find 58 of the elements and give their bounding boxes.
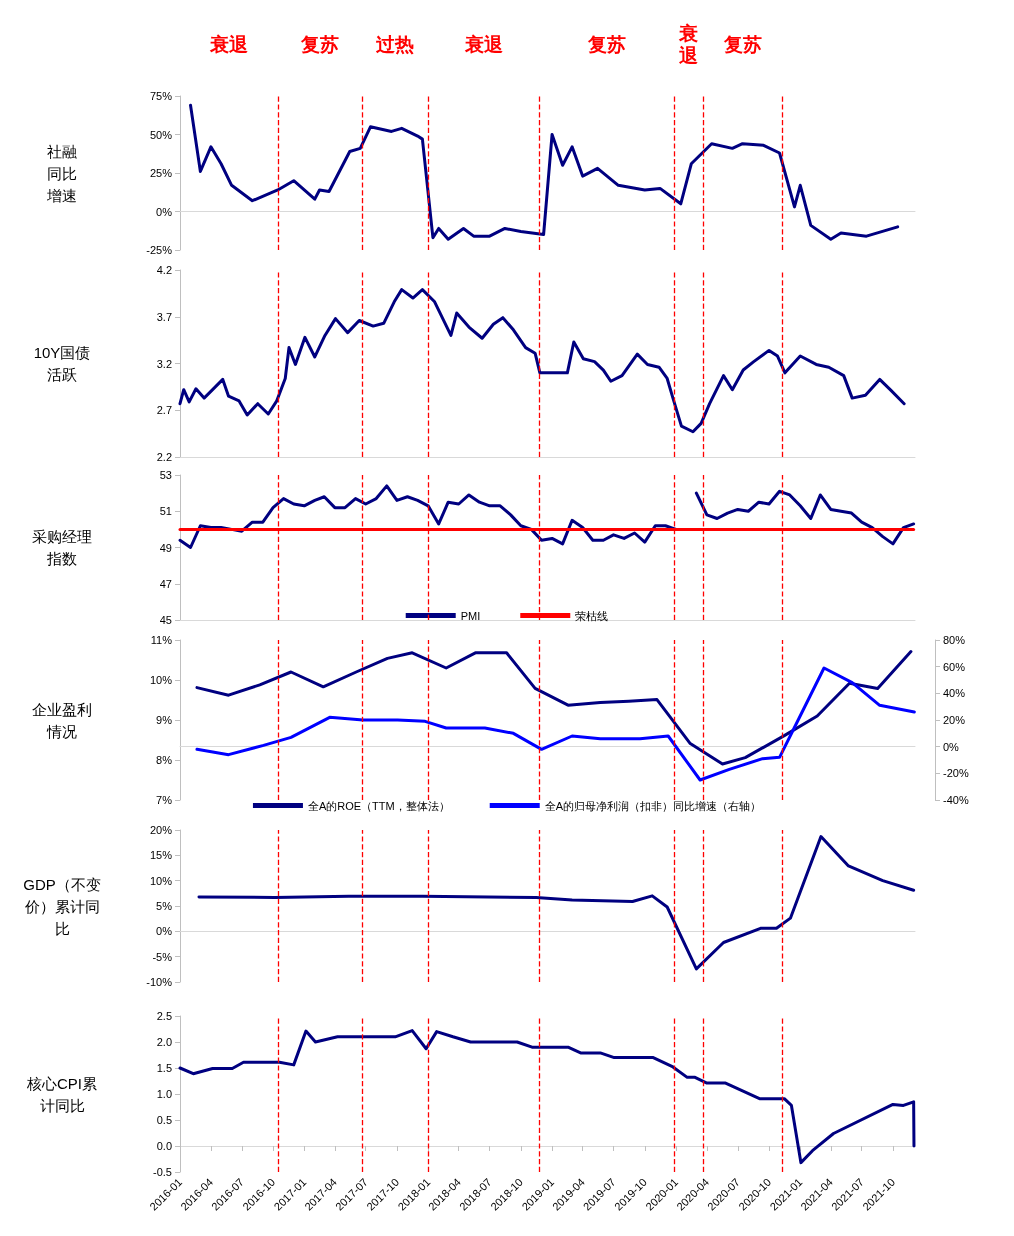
y-tick-label: 2.2 [156,451,172,463]
y-tick-label: 10% [149,674,173,686]
legend-label: 全A的ROE（TTM，整体法） [307,799,450,812]
y-tick-label: -0.5 [153,1166,172,1178]
y-axis-title: 社融同比增速 [46,142,77,204]
y-tick-label: 49 [159,541,172,554]
y-tick-label: 11% [150,634,173,646]
y-tick-label: 20% [149,824,173,836]
text: 复苏 [299,33,339,55]
y-axis-title: 采购经理指数 [32,528,92,567]
y2-tick-label: 80% [943,634,966,646]
legend-label: PMI [460,609,481,622]
text: 复苏 [722,33,762,55]
y2-tick-label: -20% [943,767,969,780]
y-tick-label: 9% [156,714,173,726]
text: 衰退 [463,33,503,55]
y-tick-label: 2.0 [156,1036,172,1048]
y-tick-label: 1.5 [156,1062,172,1074]
y-tick-label: 3.2 [156,357,172,370]
y2-tick-label: 0% [943,740,960,753]
text: 复苏 [587,33,627,55]
y-tick-label: 25% [149,167,173,179]
y-axis-title: 核心CPI累计同比 [25,1074,98,1114]
y-tick-label: 1.0 [156,1088,172,1100]
y-tick-label: 53 [159,469,172,481]
y-tick-label: 45 [159,614,172,626]
y-tick-label: 8% [156,754,173,766]
y-tick-label: 50% [149,128,173,141]
y-tick-label: 5% [156,900,173,912]
y-tick-label: -25% [146,244,173,256]
y-tick-label: 47 [159,577,172,590]
legend-label: 荣枯线 [575,609,609,622]
text: 衰退 [208,33,248,55]
y-tick-label: 2.7 [156,404,172,417]
y-tick-label: 75% [149,90,173,102]
y-tick-label: 0.5 [156,1114,172,1126]
y2-tick-label: 40% [943,687,966,700]
y-tick-label: 0.0 [156,1140,172,1152]
y-tick-label: 4.2 [156,264,172,276]
text: 过热 [375,33,415,55]
y-tick-label: 0% [156,925,173,938]
y-tick-label: 7% [156,794,173,806]
y2-tick-label: 20% [943,714,966,726]
y-axis-title: GDP（不变价）累计同比 [23,875,101,937]
text: 衰退 [678,22,699,66]
y-tick-label: -5% [152,950,173,963]
y-axis-title: 企业盈利情况 [32,700,92,740]
y-tick-label: 0% [156,205,173,218]
y2-tick-label: 60% [943,660,966,673]
y-tick-label: 2.5 [156,1010,172,1022]
y-tick-label: -10% [146,976,173,988]
y-axis-title: 10Y国债活跃 [33,344,91,383]
y-tick-label: 51 [159,505,172,518]
y2-tick-label: -40% [943,794,969,806]
y-tick-label: 3.7 [156,310,172,323]
y-tick-label: 15% [149,849,173,862]
legend-label: 全A的归母净利润（扣非）同比增速（右轴） [544,799,762,812]
y-tick-label: 10% [149,874,173,887]
